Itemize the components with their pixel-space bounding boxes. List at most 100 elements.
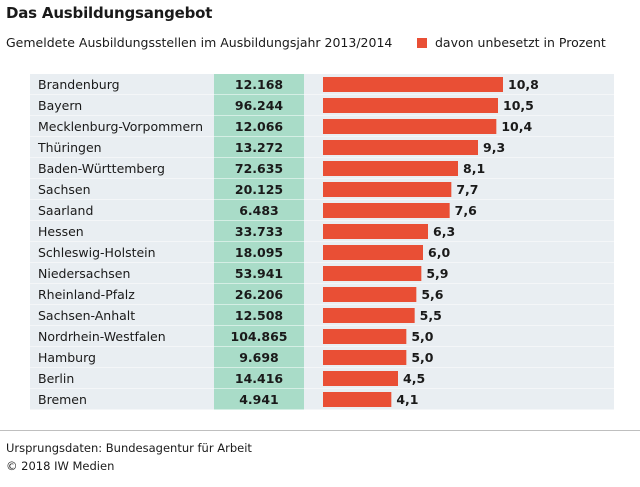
state-label: Bayern bbox=[38, 98, 82, 113]
unbesetzt-value: 7,7 bbox=[456, 182, 478, 197]
legend: davon unbesetzt in Prozent bbox=[417, 35, 606, 50]
stellen-value: 96.244 bbox=[235, 98, 284, 113]
unbesetzt-bar bbox=[323, 266, 422, 281]
state-label: Sachsen-Anhalt bbox=[38, 308, 135, 323]
state-label: Nordrhein-Westfalen bbox=[38, 329, 166, 344]
unbesetzt-value: 6,0 bbox=[428, 245, 450, 260]
row-stripe bbox=[30, 284, 614, 305]
stellen-cell bbox=[214, 326, 304, 347]
stellen-cell bbox=[214, 74, 304, 95]
unbesetzt-bar bbox=[323, 224, 428, 239]
unbesetzt-value: 10,5 bbox=[503, 98, 534, 113]
unbesetzt-bar bbox=[323, 98, 498, 113]
stellen-cell bbox=[214, 263, 304, 284]
state-label: Schleswig-Holstein bbox=[38, 245, 156, 260]
stellen-value: 53.941 bbox=[235, 266, 283, 281]
row-stripe bbox=[30, 305, 614, 326]
state-label: Saarland bbox=[38, 203, 93, 218]
stellen-value: 14.416 bbox=[235, 371, 284, 386]
row-stripe bbox=[30, 179, 614, 200]
footer-divider bbox=[0, 430, 640, 431]
stellen-cell bbox=[214, 179, 304, 200]
stellen-value: 13.272 bbox=[235, 140, 283, 155]
state-label: Hessen bbox=[38, 224, 84, 239]
state-label: Rheinland-Pfalz bbox=[38, 287, 135, 302]
stellen-value: 20.125 bbox=[235, 182, 283, 197]
unbesetzt-value: 7,6 bbox=[455, 203, 477, 218]
row-stripe bbox=[30, 389, 614, 410]
stellen-value: 18.095 bbox=[235, 245, 283, 260]
state-label: Niedersachsen bbox=[38, 266, 130, 281]
stellen-value: 12.168 bbox=[235, 77, 283, 92]
row-stripe bbox=[30, 347, 614, 368]
unbesetzt-bar bbox=[323, 245, 423, 260]
stellen-value: 12.066 bbox=[235, 119, 284, 134]
unbesetzt-value: 5,5 bbox=[420, 308, 442, 323]
unbesetzt-value: 4,5 bbox=[403, 371, 425, 386]
unbesetzt-value: 10,4 bbox=[501, 119, 532, 134]
unbesetzt-bar bbox=[323, 77, 503, 92]
stellen-cell bbox=[214, 200, 304, 221]
unbesetzt-bar bbox=[323, 308, 415, 323]
stellen-cell bbox=[214, 368, 304, 389]
unbesetzt-value: 5,0 bbox=[411, 350, 433, 365]
state-label: Brandenburg bbox=[38, 77, 120, 92]
row-stripe bbox=[30, 158, 614, 179]
row-stripe bbox=[30, 368, 614, 389]
stellen-cell bbox=[214, 284, 304, 305]
stellen-cell bbox=[214, 95, 304, 116]
row-stripe bbox=[30, 137, 614, 158]
unbesetzt-bar bbox=[323, 329, 407, 344]
stellen-value: 4.941 bbox=[239, 392, 279, 407]
chart-subtitle: Gemeldete Ausbildungsstellen im Ausbildu… bbox=[6, 35, 393, 50]
state-label: Thüringen bbox=[37, 140, 102, 155]
stellen-value: 9.698 bbox=[239, 350, 279, 365]
chart-title: Das Ausbildungsangebot bbox=[6, 4, 213, 22]
stellen-cell bbox=[214, 158, 304, 179]
bar-chart: Brandenburg 12.168 10,8 Bayern 96.244 10,5 Mec… bbox=[30, 74, 614, 410]
source-note: Ursprungsdaten: Bundesagentur für Arbeit bbox=[6, 441, 252, 455]
stellen-cell bbox=[214, 347, 304, 368]
stellen-cell bbox=[214, 242, 304, 263]
unbesetzt-value: 10,8 bbox=[508, 77, 539, 92]
row-stripe bbox=[30, 326, 614, 347]
row-stripe bbox=[30, 200, 614, 221]
stellen-cell bbox=[214, 221, 304, 242]
unbesetzt-bar bbox=[323, 203, 450, 218]
unbesetzt-value: 8,1 bbox=[463, 161, 485, 176]
stellen-cell bbox=[214, 389, 304, 410]
unbesetzt-bar bbox=[323, 140, 478, 155]
stellen-cell bbox=[214, 137, 304, 158]
unbesetzt-value: 5,0 bbox=[411, 329, 433, 344]
unbesetzt-value: 9,3 bbox=[483, 140, 505, 155]
state-label: Hamburg bbox=[38, 350, 96, 365]
copyright-note: © 2018 IW Medien bbox=[6, 459, 115, 473]
unbesetzt-bar bbox=[323, 392, 392, 407]
state-label: Bremen bbox=[38, 392, 87, 407]
row-stripe bbox=[30, 242, 614, 263]
stellen-value: 33.733 bbox=[235, 224, 283, 239]
stellen-value: 6.483 bbox=[239, 203, 279, 218]
unbesetzt-bar bbox=[323, 119, 497, 134]
stellen-cell bbox=[214, 116, 304, 137]
unbesetzt-bar bbox=[323, 161, 458, 176]
unbesetzt-value: 6,3 bbox=[433, 224, 455, 239]
unbesetzt-bar bbox=[323, 182, 452, 197]
unbesetzt-bar bbox=[323, 350, 407, 365]
legend-label: davon unbesetzt in Prozent bbox=[435, 35, 606, 50]
unbesetzt-value: 4,1 bbox=[396, 392, 418, 407]
row-stripe bbox=[30, 263, 614, 284]
unbesetzt-value: 5,9 bbox=[426, 266, 448, 281]
state-label: Berlin bbox=[38, 371, 74, 386]
unbesetzt-bar bbox=[323, 287, 417, 302]
state-label: Mecklenburg-Vorpommern bbox=[38, 119, 203, 134]
unbesetzt-bar bbox=[323, 371, 398, 386]
stellen-value: 72.635 bbox=[235, 161, 283, 176]
legend-swatch bbox=[417, 37, 427, 48]
row-stripe bbox=[30, 221, 614, 242]
stellen-value: 104.865 bbox=[231, 329, 288, 344]
state-label: Baden-Württemberg bbox=[38, 161, 165, 176]
unbesetzt-value: 5,6 bbox=[421, 287, 443, 302]
stellen-cell bbox=[214, 305, 304, 326]
state-label: Sachsen bbox=[38, 182, 91, 197]
